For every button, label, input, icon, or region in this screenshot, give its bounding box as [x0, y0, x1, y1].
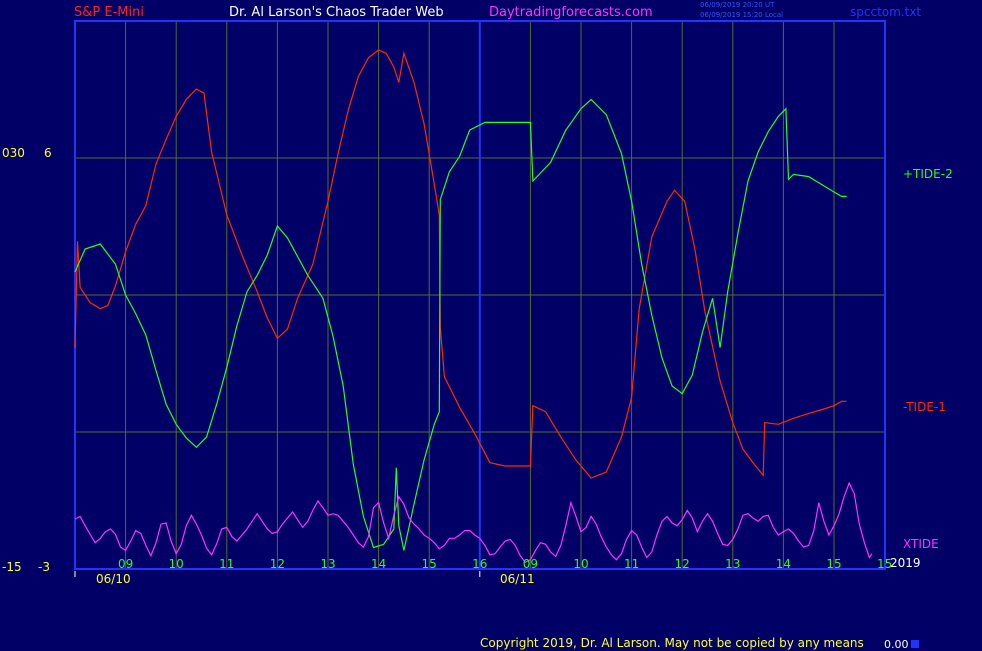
- timestamp-local: 06/09/2019 15:20 Local: [700, 11, 784, 19]
- timestamp-ut: 06/09/2019 20:20 UT: [700, 1, 775, 9]
- x-tick-label: 14: [371, 557, 386, 571]
- series-line-tide-2: [74, 98, 847, 551]
- date-label-0611: 06/11: [500, 572, 535, 586]
- x-tick-label: 10: [169, 557, 184, 571]
- year-label: 2019: [890, 556, 921, 570]
- x-tick-label: 10: [573, 557, 588, 571]
- legend-tide1: -TIDE-1: [903, 400, 946, 414]
- data-filename: spcctom.txt: [850, 5, 922, 19]
- x-tick-label: 11: [624, 557, 639, 571]
- copyright-notice: Copyright 2019, Dr. Al Larson. May not b…: [480, 636, 864, 650]
- symbol-title: S&P E-Mini: [74, 5, 144, 20]
- y-label-bottom-inner: -3: [38, 560, 50, 574]
- x-tick-label: 13: [725, 557, 740, 571]
- legend-xtide: XTIDE: [903, 537, 939, 551]
- y-label-bottom-outer: -15: [2, 560, 22, 574]
- y-label-top-inner: 6: [44, 146, 52, 160]
- app-title: Dr. Al Larson's Chaos Trader Web: [229, 5, 444, 20]
- series-line-xtide: [74, 481, 873, 564]
- y-label-top-outer: 030: [2, 146, 25, 160]
- legend-tide2: +TIDE-2: [903, 167, 953, 181]
- x-tick-label: 15: [826, 557, 841, 571]
- x-tick-label: 09: [523, 557, 538, 571]
- x-tick-label: 15: [422, 557, 437, 571]
- website-link[interactable]: Daytradingforecasts.com: [489, 5, 653, 20]
- x-tick-label: 13: [320, 557, 335, 571]
- x-tick-label: 16: [472, 557, 487, 571]
- x-tick-label: 11: [219, 557, 234, 571]
- series-line-tide-1: [74, 49, 847, 479]
- readout-value: 0.00: [884, 638, 909, 651]
- date-label-0610: 06/10: [96, 572, 131, 586]
- x-tick-label: 14: [776, 557, 791, 571]
- x-tick-label: 09: [118, 557, 133, 571]
- corner-marker-icon: [911, 640, 919, 648]
- x-tick-label: 12: [675, 557, 690, 571]
- x-tick-label: 15: [877, 557, 892, 571]
- x-tick-label: 12: [270, 557, 285, 571]
